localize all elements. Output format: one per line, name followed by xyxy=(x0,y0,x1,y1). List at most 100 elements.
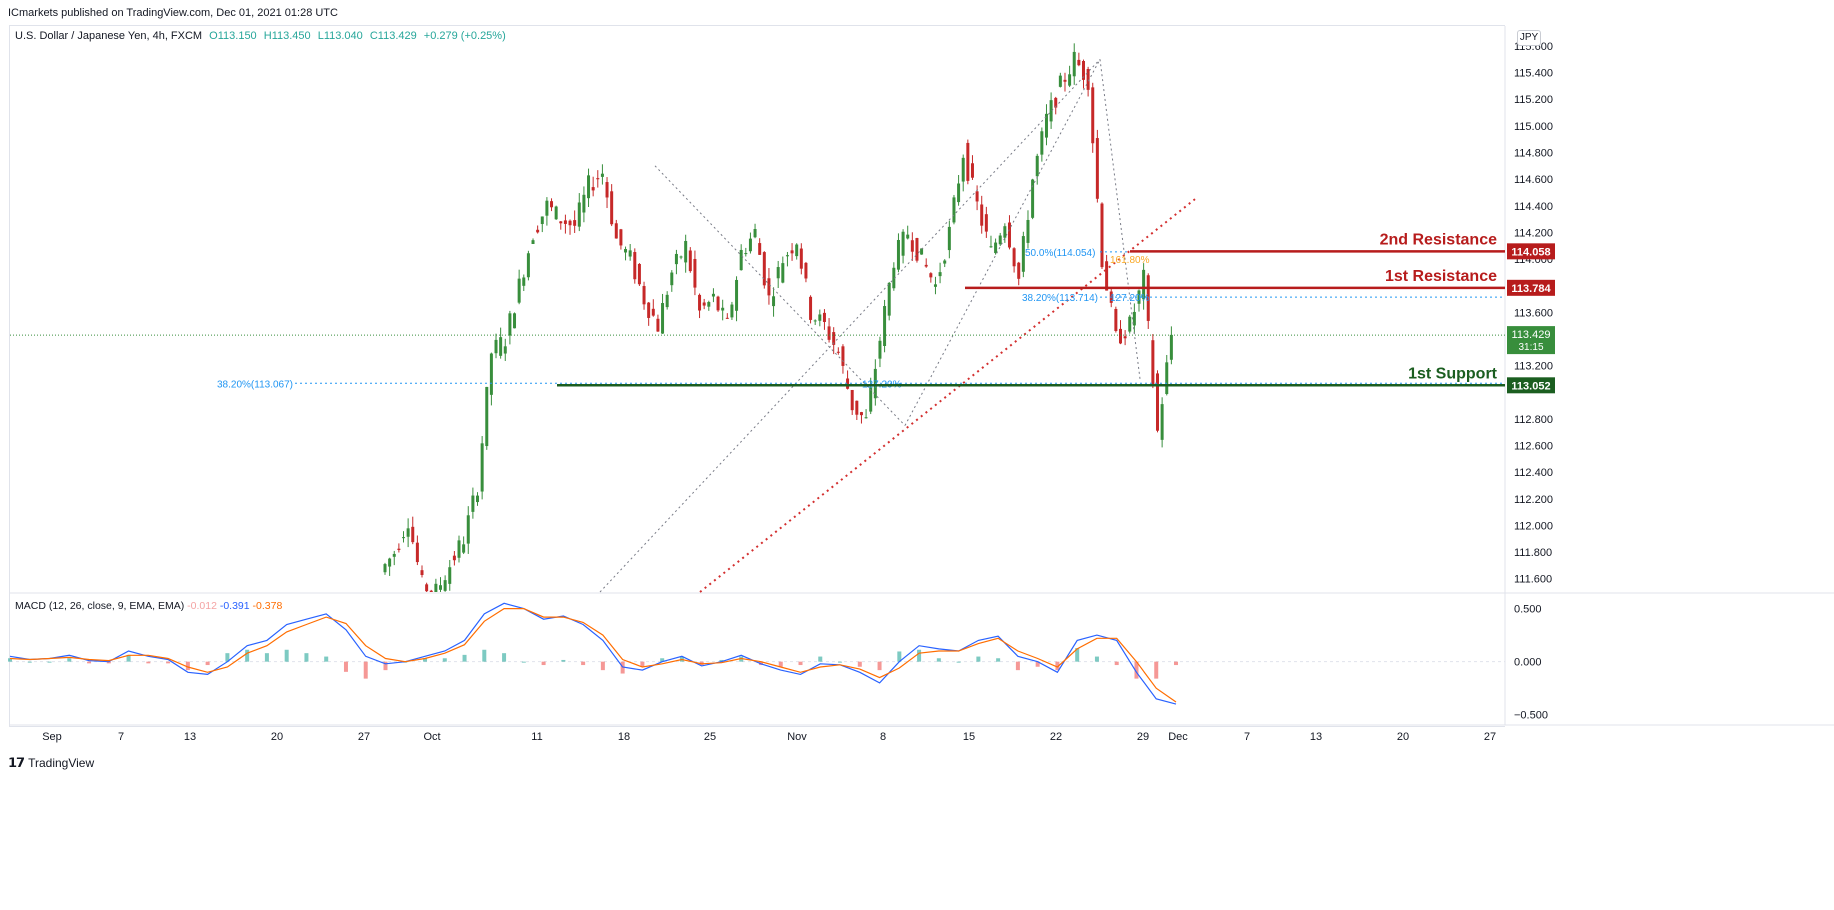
macd-histogram-bar xyxy=(185,661,190,671)
candle-body xyxy=(869,387,873,412)
candle-body xyxy=(1031,179,1035,218)
candle-body xyxy=(661,303,665,334)
macd-y-tick-label: 0.500 xyxy=(1514,604,1542,616)
candle-body xyxy=(596,178,600,180)
x-tick-label: 11 xyxy=(531,731,542,743)
y-tick-label: 112.600 xyxy=(1514,441,1553,453)
candle-body xyxy=(1044,113,1048,138)
candle-body xyxy=(651,308,655,316)
candle-body xyxy=(531,240,535,244)
x-tick-label: 20 xyxy=(1397,731,1409,743)
candle-body xyxy=(499,337,503,356)
candle-body xyxy=(559,221,563,224)
x-tick-label: 20 xyxy=(271,731,283,743)
x-tick-label: 8 xyxy=(880,731,886,743)
fib-label: 161.80% xyxy=(1110,255,1150,266)
macd-histogram-bar xyxy=(343,661,348,672)
macd-histogram-bar xyxy=(264,653,269,662)
candle-body xyxy=(582,194,586,213)
candle-body xyxy=(698,294,702,311)
candle-body xyxy=(952,197,956,223)
price-tag: 113.052 xyxy=(1511,380,1550,392)
macd-histogram-bar xyxy=(877,661,882,671)
y-tick-label: 112.800 xyxy=(1514,414,1553,426)
candle-body xyxy=(1021,236,1025,272)
low-value: L113.040 xyxy=(317,30,363,42)
candle-body xyxy=(1091,87,1095,144)
candle-body xyxy=(1105,261,1109,291)
macd-histogram-bar xyxy=(521,661,526,663)
candle-body xyxy=(526,253,530,278)
candle-body xyxy=(938,272,942,277)
candle-body xyxy=(693,258,697,288)
footer-brand[interactable]: 𝟭𝟳 TradingView xyxy=(8,755,94,771)
candle-body xyxy=(1095,138,1099,199)
candle-body xyxy=(540,216,544,225)
fib-trendline xyxy=(654,165,906,426)
candle-body xyxy=(674,253,678,265)
macd-histogram-bar xyxy=(442,658,447,662)
price-tag-bg xyxy=(1507,377,1555,394)
candle-body xyxy=(776,267,780,279)
candle-body xyxy=(716,296,720,311)
macd-histogram-bar xyxy=(304,653,309,662)
macd-hist-value: -0.012 xyxy=(187,600,217,612)
candle-body xyxy=(573,220,577,226)
candle-body xyxy=(434,583,438,592)
candle-body xyxy=(642,286,646,305)
macd-histogram-bar xyxy=(47,661,52,663)
candle-body xyxy=(513,313,517,329)
candle-body xyxy=(1165,362,1169,394)
macd-title: MACD (12, 26, close, 9, EMA, EMA) xyxy=(15,600,185,612)
candle-body xyxy=(961,157,965,182)
candle-body xyxy=(508,313,512,336)
macd-histogram-bar xyxy=(640,661,645,667)
candle-body xyxy=(887,282,891,316)
macd-histogram-bar xyxy=(936,658,941,662)
x-tick-label: 7 xyxy=(1244,731,1250,743)
candle-body xyxy=(947,226,951,251)
macd-histogram-bar xyxy=(976,656,981,662)
chart-frame xyxy=(9,25,1505,727)
candle-body xyxy=(577,202,581,227)
price-chart[interactable]: Sep 7 13 20 27 Oct 11 18 25 Nov 8 15 22 29 Dec 7 13 20 27 1… xyxy=(0,0,1834,750)
candle-body xyxy=(647,302,651,318)
last-price-tag-bg xyxy=(1507,326,1555,355)
macd-histogram-bar xyxy=(482,649,487,662)
candle-body xyxy=(859,412,863,416)
macd-y-tick-label: −0.500 xyxy=(1514,710,1548,722)
candle-body xyxy=(1007,222,1011,248)
macd-histogram-bar xyxy=(996,658,1001,662)
x-tick-label: Oct xyxy=(423,731,440,743)
x-tick-label: 27 xyxy=(358,731,370,743)
fib-label: 127.20% xyxy=(1110,293,1150,304)
y-tick-label: 111.600 xyxy=(1514,574,1552,586)
candle-body xyxy=(980,204,984,226)
currency-button[interactable]: JPY xyxy=(1517,30,1541,46)
candle-body xyxy=(1114,308,1118,331)
macd-histogram-bar xyxy=(917,649,922,662)
candle-body xyxy=(1077,59,1081,66)
candle-body xyxy=(1155,373,1159,431)
candle-body xyxy=(809,296,813,320)
candle-body xyxy=(420,570,424,575)
candle-body xyxy=(619,229,623,246)
candle-body xyxy=(1026,219,1030,243)
macd-histogram-bar xyxy=(1015,661,1020,671)
macd-histogram-bar xyxy=(462,654,467,662)
candle-body xyxy=(832,332,836,345)
macd-histogram-bar xyxy=(818,656,823,662)
y-tick-label: 111.800 xyxy=(1514,547,1552,559)
candle-body xyxy=(906,234,910,239)
fib-label: 38.20%(113.714) xyxy=(1022,293,1098,304)
candle-body xyxy=(536,229,540,233)
candle-body xyxy=(994,242,998,254)
candle-body xyxy=(610,191,614,225)
candle-body xyxy=(785,255,789,257)
y-tick-label: 114.600 xyxy=(1514,174,1553,186)
candle-body xyxy=(522,277,526,286)
candle-body xyxy=(864,417,868,419)
macd-histogram-bar xyxy=(798,661,803,666)
macd-histogram-bar xyxy=(956,661,961,663)
macd-histogram-bar xyxy=(67,658,72,662)
